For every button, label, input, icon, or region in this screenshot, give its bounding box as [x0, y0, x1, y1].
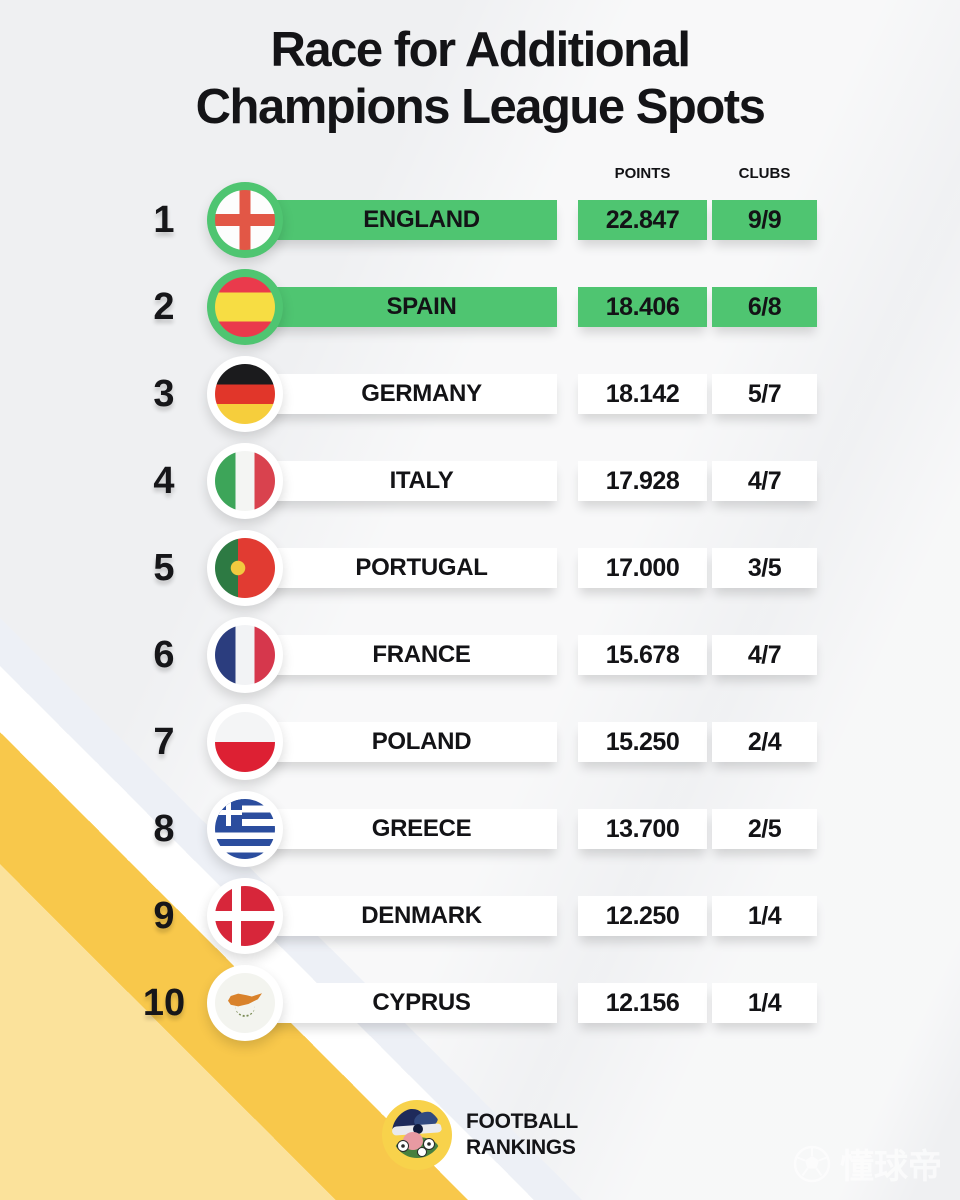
country-name: GERMANY	[361, 380, 482, 407]
country-flag-icon	[215, 712, 275, 772]
ranking-row: 9 DENMARK 12.250 1/4	[0, 878, 960, 954]
flag-ring	[207, 878, 283, 954]
brand-line-2: RANKINGS	[466, 1136, 576, 1159]
country-bar: GREECE	[240, 809, 557, 849]
flag-ring	[207, 356, 283, 432]
points-value: 17.928	[578, 461, 707, 501]
flag-ring	[207, 965, 283, 1041]
rank-number: 1	[153, 198, 175, 241]
clubs-value: 2/4	[712, 722, 817, 762]
ranking-row: 4 ITALY 17.928 4/7	[0, 443, 960, 519]
country-name: GREECE	[371, 815, 472, 842]
rank-number: 5	[153, 546, 175, 589]
country-flag-icon	[215, 364, 275, 424]
country-name: PORTUGAL	[355, 554, 488, 581]
country-bar: CYPRUS	[240, 983, 557, 1023]
flag-ring	[207, 704, 283, 780]
country-bar: ITALY	[240, 461, 557, 501]
ranking-row: 8 GREECE 13.700 2/5	[0, 791, 960, 867]
points-value: 15.678	[578, 635, 707, 675]
country-flag-icon	[215, 538, 275, 598]
ranking-table: 1 ENGLAND 22.847 9/9 2 SPAIN 18.406 6/8 …	[0, 182, 960, 1070]
ranking-row: 5 PORTUGAL 17.000 3/5	[0, 530, 960, 606]
points-value: 17.000	[578, 548, 707, 588]
rank-number: 8	[153, 807, 175, 850]
country-flag-icon	[215, 625, 275, 685]
country-bar: ENGLAND	[240, 200, 557, 240]
clubs-value: 1/4	[712, 983, 817, 1023]
brand-line-1: FOOTBALL	[466, 1110, 578, 1133]
points-value: 13.700	[578, 809, 707, 849]
clubs-value: 4/7	[712, 635, 817, 675]
clubs-value: 3/5	[712, 548, 817, 588]
rank-number: 10	[142, 981, 186, 1024]
clubs-value: 5/7	[712, 374, 817, 414]
ranking-row: 2 SPAIN 18.406 6/8	[0, 269, 960, 345]
rank-number: 9	[153, 894, 175, 937]
points-value: 12.156	[578, 983, 707, 1023]
country-flag-icon	[215, 190, 275, 250]
page-title: Race for Additional Champions League Spo…	[0, 22, 960, 136]
points-value: 12.250	[578, 896, 707, 936]
flag-ring	[207, 269, 283, 345]
country-flag-icon	[215, 799, 275, 859]
country-flag-icon	[215, 277, 275, 337]
ranking-row: 10 CYPRUS 12.156 1/4	[0, 965, 960, 1041]
flag-ring	[207, 182, 283, 258]
country-name: POLAND	[371, 728, 472, 755]
column-header-clubs: CLUBS	[738, 165, 791, 182]
country-name: ENGLAND	[363, 206, 480, 233]
country-name: ITALY	[389, 467, 454, 494]
rank-number: 3	[153, 372, 175, 415]
country-bar: SPAIN	[240, 287, 557, 327]
flag-ring	[207, 530, 283, 606]
country-flag-icon	[215, 451, 275, 511]
footer-brand: FOOTBALL RANKINGS	[0, 1100, 960, 1170]
country-name: SPAIN	[386, 293, 457, 320]
clubs-value: 1/4	[712, 896, 817, 936]
football-rankings-logo-icon	[382, 1100, 453, 1170]
country-bar: FRANCE	[240, 635, 557, 675]
title-line-2: Champions League Spots	[195, 80, 766, 134]
ranking-row: 1 ENGLAND 22.847 9/9	[0, 182, 960, 258]
flag-ring	[207, 617, 283, 693]
ranking-row: 7 POLAND 15.250 2/4	[0, 704, 960, 780]
footer-brand-text: FOOTBALL RANKINGS	[466, 1109, 578, 1161]
rank-number: 2	[153, 285, 175, 328]
country-bar: PORTUGAL	[240, 548, 557, 588]
clubs-value: 2/5	[712, 809, 817, 849]
country-bar: POLAND	[240, 722, 557, 762]
column-header-points: POINTS	[614, 165, 671, 182]
rank-number: 6	[153, 633, 175, 676]
country-flag-icon	[215, 973, 275, 1033]
country-name: FRANCE	[372, 641, 471, 668]
clubs-value: 4/7	[712, 461, 817, 501]
flag-ring	[207, 443, 283, 519]
flag-ring	[207, 791, 283, 867]
clubs-value: 9/9	[712, 200, 817, 240]
clubs-value: 6/8	[712, 287, 817, 327]
ranking-row: 6 FRANCE 15.678 4/7	[0, 617, 960, 693]
rank-number: 4	[153, 459, 175, 502]
country-name: DENMARK	[361, 902, 482, 929]
points-value: 18.406	[578, 287, 707, 327]
country-name: CYPRUS	[372, 989, 471, 1016]
points-value: 15.250	[578, 722, 707, 762]
title-line-1: Race for Additional	[270, 23, 691, 77]
points-value: 18.142	[578, 374, 707, 414]
rank-number: 7	[153, 720, 175, 763]
country-bar: DENMARK	[240, 896, 557, 936]
country-flag-icon	[215, 886, 275, 946]
ranking-row: 3 GERMANY 18.142 5/7	[0, 356, 960, 432]
country-bar: GERMANY	[240, 374, 557, 414]
points-value: 22.847	[578, 200, 707, 240]
